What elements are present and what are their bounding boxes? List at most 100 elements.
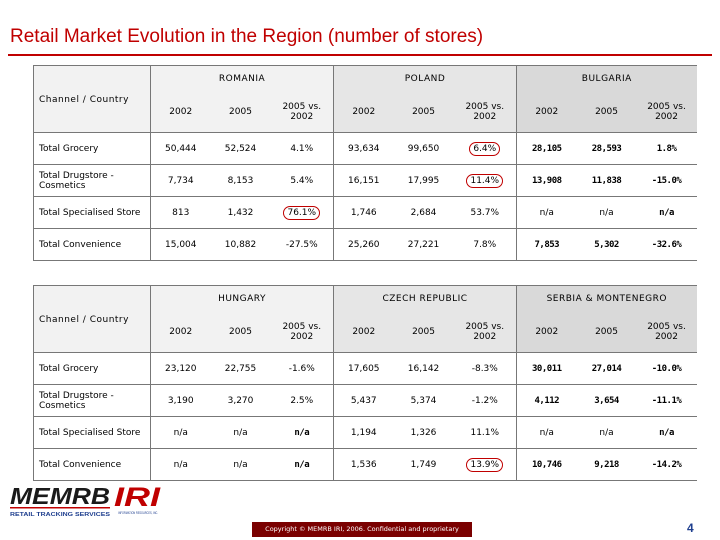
country-header: HUNGARY: [149, 285, 334, 312]
cell: 3,190: [150, 384, 211, 417]
cell: 13,908: [516, 164, 577, 197]
table-row: Total Convenience n/a n/a n/a 1,536 1,74…: [33, 448, 697, 481]
highlighted-cell: 76.1%: [283, 205, 321, 220]
period-header: 2005: [210, 312, 271, 353]
cell: 30,011: [516, 352, 577, 385]
title-rule: [8, 54, 712, 56]
footer-copyright: Copyright © MEMRB IRI, 2006. Confidentia…: [252, 522, 472, 537]
table-row: Total Specialised Store n/a n/a n/a 1,19…: [33, 416, 697, 449]
iri-tagline: INFORMATION RESOURCES, INC.: [118, 511, 158, 515]
cell: 52,524: [210, 132, 271, 165]
period-header: 2005 vs. 2002: [453, 312, 517, 353]
cell: 1,746: [333, 196, 394, 229]
period-header: 2002: [333, 312, 394, 353]
cell: 50,444: [150, 132, 211, 165]
cell: 93,634: [333, 132, 394, 165]
country-header: CZECH REPUBLIC: [333, 285, 517, 312]
cell: 7,853: [516, 228, 577, 261]
logo-graphic: MEMRB RETAIL TRACKING SERVICES IRI INFOR…: [10, 482, 161, 518]
period-header: 2005: [393, 312, 454, 353]
cell: 16,151: [333, 164, 394, 197]
retail-table-1: Channel / Country ROMANIA POLAND BULGARI…: [33, 65, 697, 261]
cell: 5.4%: [270, 164, 334, 197]
corner-label: Channel / Country: [33, 65, 151, 133]
highlighted-cell: 6.4%: [469, 141, 501, 156]
country-header: ROMANIA: [149, 65, 334, 92]
row-label: Total Specialised Store: [33, 196, 151, 229]
cell: 4,112: [516, 384, 577, 417]
period-header: 2005: [576, 92, 637, 133]
table-row: Total Grocery 23,120 22,755 -1.6% 17,605…: [33, 352, 697, 385]
table-row: Total Grocery 50,444 52,524 4.1% 93,634 …: [33, 132, 697, 165]
cell: 10,882: [210, 228, 271, 261]
cell: 1,194: [333, 416, 394, 449]
cell: 1,536: [333, 448, 394, 481]
cell: 3,654: [576, 384, 637, 417]
cell: 1,749: [393, 448, 454, 481]
cell: 3,270: [210, 384, 271, 417]
cell: n/a: [516, 196, 577, 229]
table-row: Total Drugstore - Cosmetics 7,734 8,153 …: [33, 164, 697, 197]
cell: -11.1%: [636, 384, 697, 417]
period-header: 2005 vs. 2002: [270, 92, 334, 133]
cell: 5,437: [333, 384, 394, 417]
period-header: 2002: [150, 312, 211, 353]
cell: n/a: [210, 448, 271, 481]
cell: 7,734: [150, 164, 211, 197]
cell: 27,014: [576, 352, 637, 385]
period-header: 2005: [393, 92, 454, 133]
cell: 813: [150, 196, 211, 229]
cell: 9,218: [576, 448, 637, 481]
cell: n/a: [270, 416, 334, 449]
country-header: POLAND: [333, 65, 517, 92]
row-label: Total Specialised Store: [33, 416, 151, 449]
table-row: Total Specialised Store 813 1,432 76.1% …: [33, 196, 697, 229]
cell: n/a: [210, 416, 271, 449]
table-row: Total Convenience 15,004 10,882 -27.5% 2…: [33, 228, 697, 261]
memrb-iri-logo: MEMRB RETAIL TRACKING SERVICES IRI INFOR…: [10, 480, 170, 518]
period-header: 2005 vs. 2002: [636, 312, 697, 353]
period-header: 2002: [333, 92, 394, 133]
retail-table-2: Channel / Country HUNGARY CZECH REPUBLIC…: [33, 285, 697, 481]
cell: 53.7%: [453, 196, 517, 229]
row-label: Total Convenience: [33, 228, 151, 261]
cell: 4.1%: [270, 132, 334, 165]
corner-label: Channel / Country: [33, 285, 151, 353]
cell: n/a: [576, 416, 637, 449]
cell: 28,593: [576, 132, 637, 165]
cell: n/a: [516, 416, 577, 449]
highlighted-cell: 13.9%: [466, 457, 504, 472]
page-number: 4: [687, 521, 694, 535]
cell: 1,432: [210, 196, 271, 229]
country-header: BULGARIA: [516, 65, 697, 92]
cell: 15,004: [150, 228, 211, 261]
highlighted-cell: 11.4%: [466, 173, 504, 188]
cell: 11,838: [576, 164, 637, 197]
period-header: 2002: [516, 92, 577, 133]
period-header: 2005 vs. 2002: [636, 92, 697, 133]
cell: 10,746: [516, 448, 577, 481]
cell: 8,153: [210, 164, 271, 197]
cell: 7.8%: [453, 228, 517, 261]
cell: -8.3%: [453, 352, 517, 385]
cell: n/a: [636, 196, 697, 229]
row-label: Total Drugstore - Cosmetics: [33, 164, 151, 197]
cell: n/a: [150, 448, 211, 481]
cell: 1,326: [393, 416, 454, 449]
row-label: Total Grocery: [33, 352, 151, 385]
memrb-tagline: RETAIL TRACKING SERVICES: [10, 512, 110, 518]
cell: n/a: [150, 416, 211, 449]
period-header: 2005 vs. 2002: [270, 312, 334, 353]
period-header: 2002: [516, 312, 577, 353]
period-header: 2005: [576, 312, 637, 353]
cell: 17,995: [393, 164, 454, 197]
cell: -32.6%: [636, 228, 697, 261]
period-header: 2005: [210, 92, 271, 133]
cell: n/a: [576, 196, 637, 229]
cell: n/a: [636, 416, 697, 449]
cell: 27,221: [393, 228, 454, 261]
cell: -15.0%: [636, 164, 697, 197]
row-label: Total Drugstore - Cosmetics: [33, 384, 151, 417]
cell: 2,684: [393, 196, 454, 229]
cell: 23,120: [150, 352, 211, 385]
